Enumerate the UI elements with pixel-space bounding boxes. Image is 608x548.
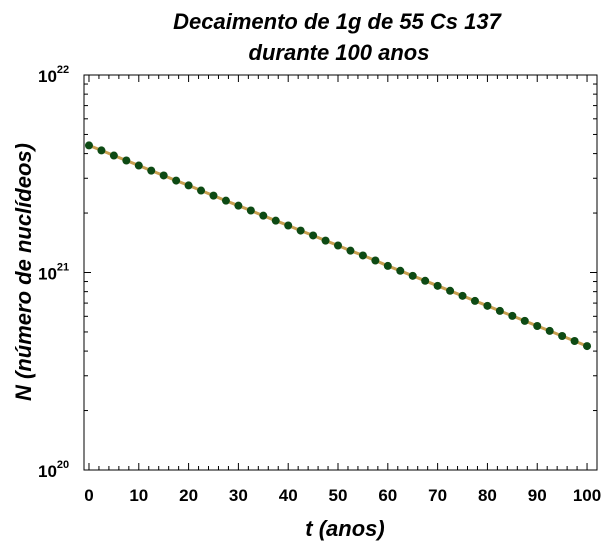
data-point	[221, 196, 230, 205]
data-point	[334, 241, 343, 250]
data-point	[346, 246, 355, 255]
x-tick-label: 80	[478, 486, 497, 505]
data-point	[234, 201, 243, 210]
data-point	[383, 261, 392, 270]
data-point	[296, 226, 305, 235]
data-point	[321, 236, 330, 245]
data-point	[558, 331, 567, 340]
x-tick-label: 90	[528, 486, 547, 505]
x-tick-label: 70	[428, 486, 447, 505]
data-point	[421, 276, 430, 285]
data-point	[371, 256, 380, 265]
data-point	[508, 311, 517, 320]
data-point	[246, 206, 255, 215]
y-tick-labels: 1020 1021 1022	[38, 64, 69, 481]
data-point	[433, 281, 442, 290]
data-point	[109, 151, 118, 160]
data-point	[408, 271, 417, 280]
data-point	[209, 191, 218, 200]
data-point	[495, 306, 504, 315]
x-tick-label: 20	[179, 486, 198, 505]
data-point	[197, 186, 206, 195]
y-axis-label: N (número de nuclídeos)	[11, 143, 36, 401]
data-point	[396, 266, 405, 275]
data-point	[446, 286, 455, 295]
data-point	[184, 181, 193, 190]
data-point	[358, 251, 367, 260]
data-point	[134, 161, 143, 170]
data-point	[122, 156, 131, 165]
x-tick-label: 10	[129, 486, 148, 505]
data-point	[284, 221, 293, 230]
data-point	[271, 216, 280, 225]
data-point	[172, 176, 181, 185]
chart-title-line2: durante 100 anos	[249, 40, 430, 65]
data-point	[570, 336, 579, 345]
data-point	[545, 326, 554, 335]
data-point	[309, 231, 318, 240]
data-point	[533, 321, 542, 330]
data-point	[84, 141, 93, 150]
data-point	[583, 342, 592, 351]
y-tick-label: 1020	[38, 459, 69, 481]
y-tick-label: 1021	[38, 262, 69, 284]
chart-title-line1: Decaimento de 1g de 55 Cs 137	[173, 9, 502, 34]
series-points	[84, 141, 592, 351]
x-tick-label: 0	[84, 486, 93, 505]
x-tick-label: 40	[279, 486, 298, 505]
data-point	[97, 146, 106, 155]
x-tick-labels: 0 10 20 30 40 50 60 70 80 90 100	[84, 486, 601, 505]
data-point	[147, 166, 156, 175]
data-point	[458, 291, 467, 300]
y-tick-label: 1022	[38, 64, 69, 86]
data-point	[259, 211, 268, 220]
data-point	[470, 296, 479, 305]
x-tick-label: 60	[378, 486, 397, 505]
x-tick-label: 30	[229, 486, 248, 505]
data-point	[483, 301, 492, 310]
data-point	[520, 316, 529, 325]
x-tick-label: 50	[329, 486, 348, 505]
axis-ticks	[84, 75, 597, 471]
plot-frame	[83, 74, 598, 471]
x-axis-label: t (anos)	[305, 516, 384, 541]
data-point	[159, 171, 168, 180]
x-tick-label: 100	[573, 486, 601, 505]
